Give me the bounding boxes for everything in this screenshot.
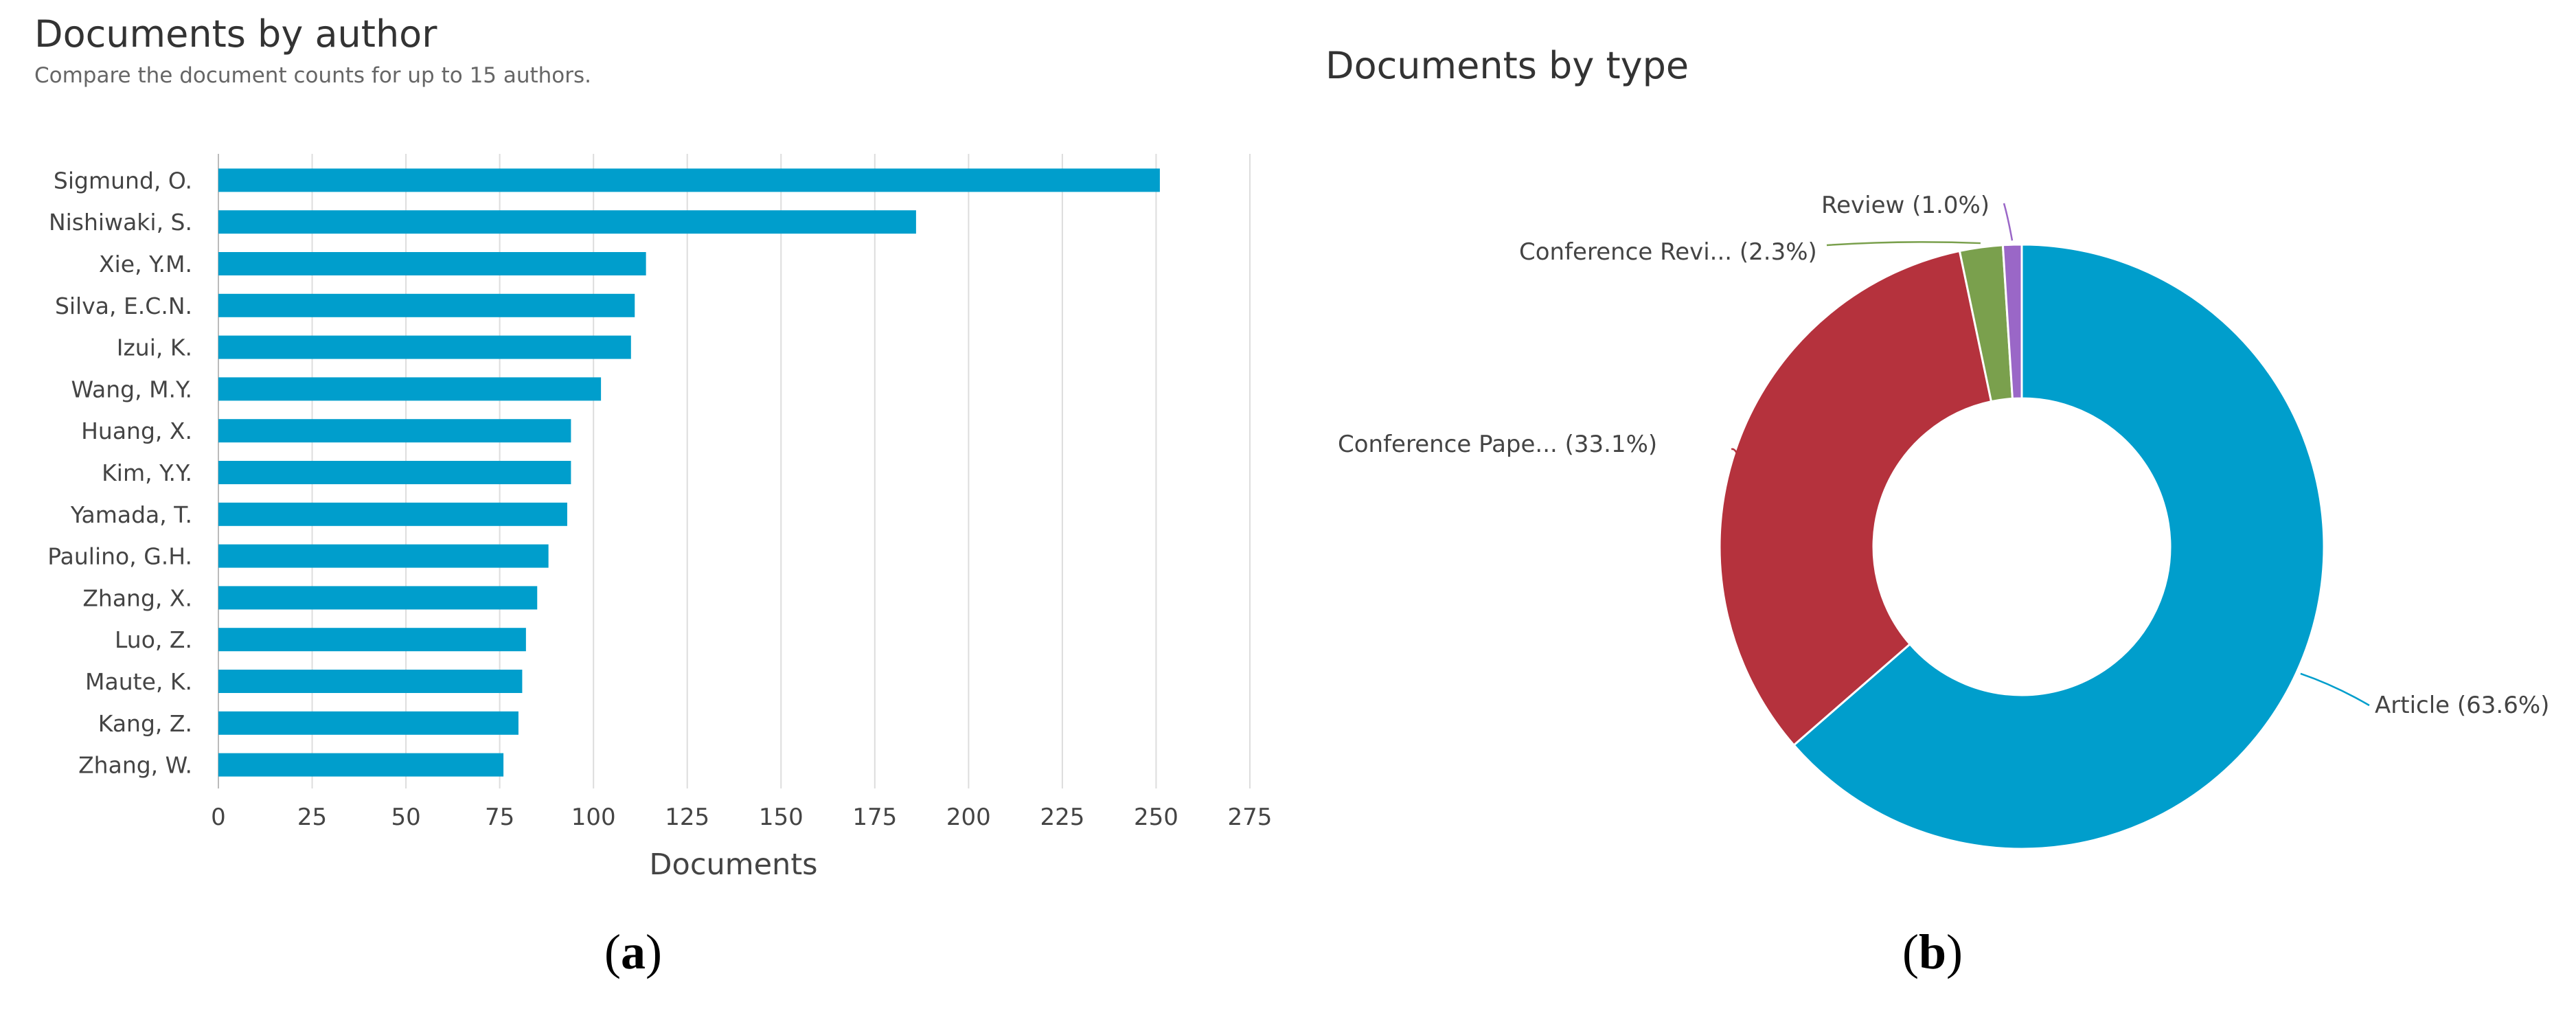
- author-bar: [218, 502, 567, 526]
- x-tick-label: 250: [1134, 804, 1178, 831]
- x-tick-label: 100: [571, 804, 616, 831]
- author-label: Huang, X.: [81, 418, 192, 444]
- author-bar: [218, 628, 526, 652]
- slice-leader-line: [1826, 241, 1981, 247]
- author-bar: [218, 461, 571, 484]
- author-bar: [218, 544, 549, 568]
- author-bar: [218, 377, 602, 401]
- author-chart-title: Documents by author: [34, 12, 437, 56]
- x-tick-label: 275: [1228, 804, 1273, 831]
- author-label: Silva, E.C.N.: [55, 293, 192, 319]
- x-tick-label: 50: [391, 804, 420, 831]
- author-chart-subtitle: Compare the document counts for up to 15…: [34, 63, 592, 88]
- author-bar: [218, 293, 635, 317]
- author-bar: [218, 210, 916, 234]
- slice-label: Article (63.6%): [2375, 692, 2549, 719]
- author-label: Sigmund, O.: [54, 167, 192, 194]
- author-bar: [218, 586, 538, 610]
- donut-slice-review: [2001, 243, 2023, 400]
- donut-slice-article: [1792, 243, 2325, 850]
- author-bar: [218, 335, 631, 359]
- author-bar: [218, 419, 571, 443]
- x-tick-label: 150: [759, 804, 803, 831]
- x-tick-label: 25: [297, 804, 327, 831]
- caption-b: (b): [1902, 924, 1963, 979]
- author-label: Izui, K.: [117, 334, 192, 361]
- x-tick-label: 75: [485, 804, 514, 831]
- author-label: Yamada, T.: [70, 501, 192, 528]
- author-label: Kang, Z.: [98, 710, 192, 737]
- author-bar: [218, 168, 1160, 192]
- donut-slice-conference-paper: [1718, 249, 1993, 747]
- author-bar: [218, 252, 646, 275]
- x-tick-label: 225: [1040, 804, 1084, 831]
- x-axis-title: Documents: [649, 848, 817, 882]
- slice-label: Conference Revi... (2.3%): [1519, 238, 1817, 266]
- author-bar: [218, 670, 523, 693]
- author-label: Nishiwaki, S.: [49, 209, 192, 236]
- x-tick-label: 125: [665, 804, 709, 831]
- slice-leader-line: [2300, 672, 2370, 707]
- author-label: Maute, K.: [85, 668, 192, 695]
- x-tick-label: 175: [852, 804, 897, 831]
- x-tick-label: 0: [211, 804, 226, 831]
- author-bar: [218, 711, 518, 735]
- slice-label: Review (1.0%): [1821, 192, 1990, 219]
- caption-a: (a): [604, 924, 662, 979]
- author-label: Wang, M.Y.: [71, 376, 192, 402]
- slice-label: Conference Pape... (33.1%): [1338, 431, 1657, 458]
- author-label: Xie, Y.M.: [99, 251, 192, 277]
- author-label: Paulino, G.H.: [47, 543, 192, 570]
- author-label: Zhang, X.: [82, 584, 192, 611]
- x-tick-label: 200: [946, 804, 991, 831]
- type-chart-title: Documents by type: [1325, 44, 1689, 87]
- author-bar: [218, 753, 504, 777]
- author-label: Kim, Y.Y.: [102, 459, 192, 486]
- slice-leader-line: [2003, 203, 2014, 241]
- author-label: Luo, Z.: [115, 626, 192, 653]
- author-label: Zhang, W.: [78, 752, 192, 779]
- slice-leader-line: [1731, 448, 1739, 455]
